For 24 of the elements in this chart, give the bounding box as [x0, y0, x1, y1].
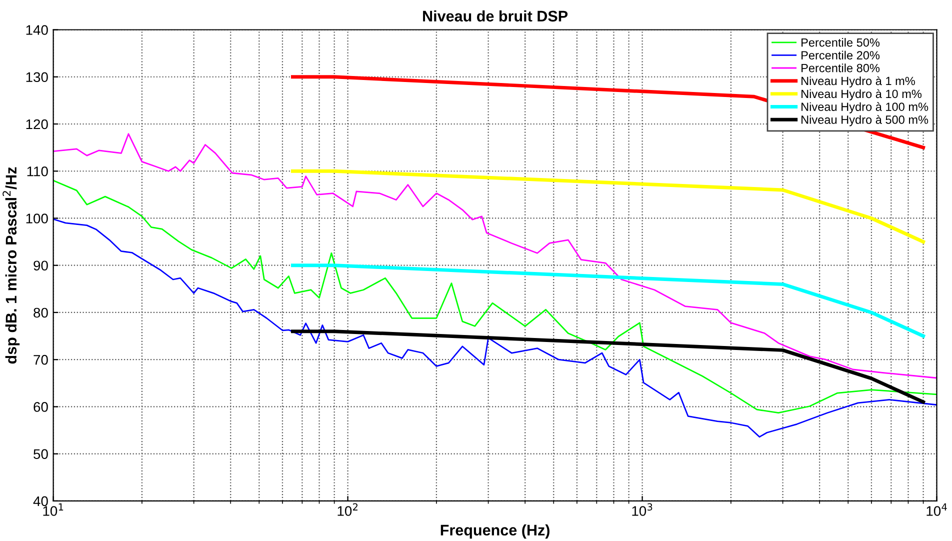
y-tick-label: 120 — [26, 119, 48, 130]
legend-label: Niveau Hydro à 500 m% — [802, 115, 928, 126]
legend-label: Niveau Hydro à 10 m% — [802, 89, 922, 100]
legend-label: Niveau Hydro à 1 m% — [802, 76, 915, 88]
y-tick-label: 60 — [34, 402, 48, 412]
y-tick-label: 80 — [34, 308, 48, 318]
y-tick-label: 90 — [34, 260, 48, 271]
chart-title: Niveau de bruit DSP — [423, 10, 568, 22]
y-tick-label: 70 — [34, 354, 48, 365]
y-tick-label: 50 — [34, 449, 48, 460]
x-tick-label: 10$^{2}$ — [338, 503, 358, 516]
x-axis-title: Frequence (Hz) — [440, 524, 550, 539]
y-tick-label: 100 — [26, 214, 48, 224]
x-tick-label: 10$^{4}$ — [926, 503, 947, 516]
y-axis-title: dsp dB. 1 micro Pascal$^{2}$/Hz — [2, 167, 20, 364]
x-tick-label: 10$^{3}$ — [632, 503, 652, 516]
legend-label: Percentile 80% — [802, 64, 880, 72]
legend-label: Percentile 50% — [802, 38, 880, 47]
y-tick-label: 140 — [26, 25, 48, 35]
legend-label: Percentile 20% — [802, 50, 880, 60]
y-tick-label: 110 — [27, 166, 48, 176]
y-tick-label: 40 — [33, 496, 48, 506]
legend-label: Niveau Hydro à 100 m% — [802, 102, 928, 114]
y-tick-label: 130 — [26, 72, 48, 82]
